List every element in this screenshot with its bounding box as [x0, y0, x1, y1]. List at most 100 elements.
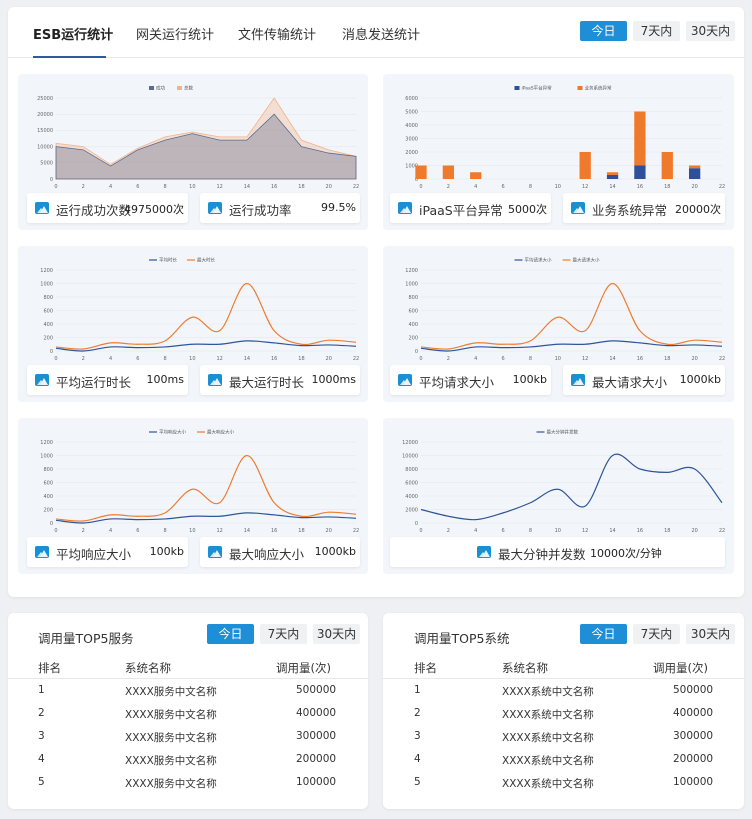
cell-count: 400000	[673, 707, 714, 719]
y-tick-label: 1200	[40, 440, 53, 446]
tab-file-transfer[interactable]: 文件传输统计	[238, 28, 317, 43]
x-tick-label: 16	[637, 356, 643, 362]
legend-label: 总数	[184, 85, 193, 92]
x-tick-label: 12	[216, 184, 222, 190]
x-tick-label: 4	[474, 356, 477, 362]
cell-count: 100000	[296, 776, 337, 788]
table-row: 2 XXXX系统中文名称 400000	[383, 703, 744, 726]
bar	[688, 168, 701, 179]
stat-label: 平均请求大小	[419, 375, 495, 390]
systems-range-30days-button[interactable]: 30天内	[686, 624, 735, 644]
x-tick-label: 16	[637, 184, 643, 190]
x-tick-label: 0	[419, 356, 422, 362]
systems-range-today-button[interactable]: 今日	[580, 624, 627, 644]
systems-range-7days-button[interactable]: 7天内	[633, 624, 680, 644]
range-today-button[interactable]: 今日	[580, 21, 627, 41]
tab-esb[interactable]: ESB运行统计	[33, 28, 114, 43]
cell-name: XXXX服务中文名称	[125, 778, 217, 790]
stat-label: iPaaS平台异常	[419, 203, 503, 218]
range-30days-button[interactable]: 30天内	[686, 21, 735, 41]
y-tick-label: 200	[43, 507, 53, 513]
services-range-today-button[interactable]: 今日	[207, 624, 254, 644]
bar	[688, 165, 701, 169]
stat-value: 5000次	[508, 203, 547, 216]
stat-value: 10000次/分钟	[590, 547, 662, 560]
request-size-panel: 0 200 400 600 800 1000 1200 0 2 4 6 8 10 12 14 16 18 20 22…	[383, 246, 734, 402]
x-tick-label: 18	[664, 528, 670, 534]
x-tick-label: 16	[271, 356, 277, 362]
y-tick-label: 4000	[405, 494, 418, 500]
top5-services-card: 调用量TOP5服务 今日 7天内 30天内 排名 系统名称 调用量(次) 1 XX…	[8, 613, 368, 809]
services-range-30days-button[interactable]: 30天内	[313, 624, 360, 644]
image-icon	[398, 374, 412, 386]
legend-label: 平均时长	[159, 257, 177, 264]
image-icon	[208, 546, 222, 558]
cell-rank: 3	[414, 730, 421, 742]
active-tab-indicator	[33, 56, 106, 58]
concurrency-line-chart: 0 2000 4000 6000 8000 10000 12000 0 2 4 6 8 10 12 14 16…	[402, 429, 725, 534]
x-tick-label: 2	[447, 356, 450, 362]
y-tick-label: 200	[408, 335, 418, 341]
stat-business-errors: 业务系统异常 20000次	[563, 193, 725, 223]
legend-swatch	[177, 86, 182, 90]
x-tick-label: 22	[353, 528, 359, 534]
table-row: 3 XXXX系统中文名称 300000	[383, 726, 744, 749]
line-series	[420, 453, 723, 521]
tab-message[interactable]: 消息发送统计	[342, 28, 421, 43]
bar	[606, 174, 619, 179]
y-tick-label: 600	[43, 308, 53, 314]
x-tick-label: 20	[326, 528, 332, 534]
legend-label: 平均请求大小	[525, 257, 552, 264]
stat-label: 平均运行时长	[56, 375, 132, 390]
image-icon	[571, 374, 585, 386]
y-tick-label: 20000	[37, 112, 53, 118]
y-tick-label: 0	[415, 521, 418, 527]
x-tick-label: 22	[719, 528, 725, 534]
x-tick-label: 6	[136, 528, 139, 534]
stat-value: 100kb	[512, 373, 547, 386]
x-tick-label: 10	[189, 528, 195, 534]
y-tick-label: 1000	[40, 281, 53, 287]
cell-rank: 2	[38, 707, 45, 719]
cell-name: XXXX系统中文名称	[502, 732, 594, 744]
cell-count: 100000	[673, 776, 714, 788]
stat-max-runtime: 最大运行时长 1000ms	[200, 365, 360, 395]
x-tick-label: 12	[216, 528, 222, 534]
y-tick-label: 1200	[40, 268, 53, 274]
errors-panel: 0 1000 2000 3000 4000 5000 6000 0 2 4 6 8 10 12 14 16 18…	[383, 74, 734, 230]
x-tick-label: 4	[109, 356, 112, 362]
bar	[634, 111, 646, 166]
bar	[442, 165, 455, 179]
y-tick-label: 12000	[402, 440, 418, 446]
cell-rank: 1	[414, 684, 421, 696]
tab-gateway[interactable]: 网关运行统计	[136, 28, 215, 43]
line-series	[55, 454, 357, 522]
y-tick-label: 8000	[405, 467, 418, 473]
cell-rank: 5	[38, 776, 45, 788]
esb-stats-card: ESB运行统计 网关运行统计 文件传输统计 消息发送统计 今日 7天内 30天内…	[8, 7, 744, 597]
services-range-7days-button[interactable]: 7天内	[260, 624, 307, 644]
legend-label: 最大分钟并发数	[547, 429, 579, 436]
x-tick-label: 22	[719, 356, 725, 362]
success-area-chart: 0 5000 10000 15000 20000 25000 0 2 4 6 8 10 12 14 16 18…	[37, 85, 359, 190]
y-tick-label: 400	[43, 494, 53, 500]
area-series	[55, 113, 357, 180]
cell-rank: 1	[38, 684, 45, 696]
x-tick-label: 18	[298, 184, 304, 190]
range-7days-button[interactable]: 7天内	[633, 21, 680, 41]
table-header: 排名 系统名称 调用量(次)	[383, 656, 744, 679]
stat-max-concurrency: 最大分钟并发数 10000次/分钟	[390, 537, 725, 567]
x-tick-label: 4	[109, 528, 112, 534]
y-tick-label: 5000	[40, 161, 53, 167]
x-tick-label: 10	[189, 184, 195, 190]
success-panel: 0 5000 10000 15000 20000 25000 0 2 4 6 8 10 12 14 16 18…	[18, 74, 368, 230]
cell-count: 300000	[673, 730, 714, 742]
x-tick-label: 2	[82, 184, 85, 190]
y-tick-label: 5000	[405, 109, 418, 115]
cell-name: XXXX服务中文名称	[125, 732, 217, 744]
bar	[415, 165, 427, 179]
x-tick-label: 2	[82, 528, 85, 534]
runtime-line-chart: 0 200 400 600 800 1000 1200 0 2 4 6 8 10 12 14 16 18 20 22…	[40, 257, 359, 362]
x-tick-label: 10	[555, 184, 561, 190]
y-tick-label: 1000	[40, 453, 53, 459]
